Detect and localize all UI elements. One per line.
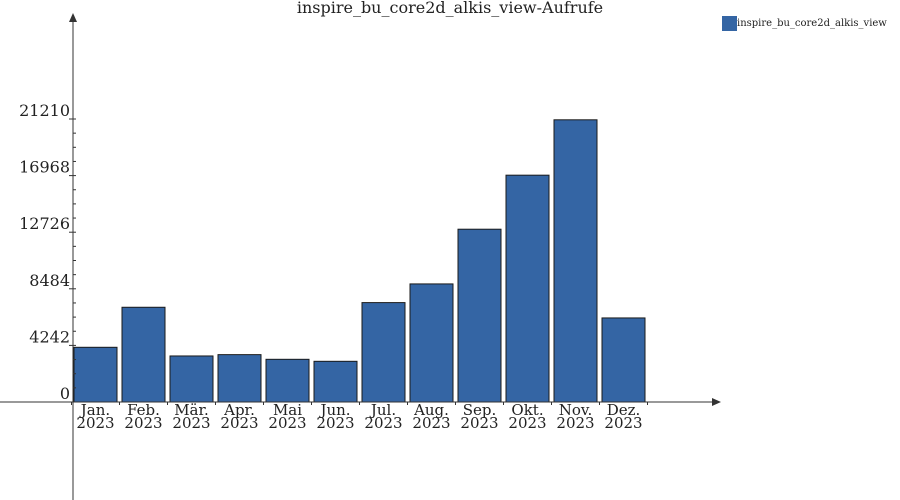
x-tick-label: Okt. 2023 xyxy=(508,401,546,432)
bar-jan xyxy=(73,346,118,403)
bar-dez xyxy=(601,317,646,403)
bar-okt xyxy=(505,174,550,403)
x-tick-label: Jul. 2023 xyxy=(364,401,402,432)
x-tick-label: Jun. 2023 xyxy=(316,401,354,432)
y-axis-ticks: 0 4242 8484 12726 16968 21210 xyxy=(19,101,73,403)
x-tick-label: Mär. 2023 xyxy=(172,401,210,432)
bars xyxy=(73,119,646,403)
x-tick-label: Nov. 2023 xyxy=(556,401,594,432)
y-tick-label: 12726 xyxy=(19,214,70,233)
y-axis-arrow xyxy=(69,13,77,22)
y-tick-label: 0 xyxy=(60,384,70,403)
x-tick-label: Apr. 2023 xyxy=(220,401,258,432)
y-tick-label: 8484 xyxy=(29,271,70,290)
axes xyxy=(0,13,721,500)
bar-sep xyxy=(457,228,502,403)
x-tick-label: Mai 2023 xyxy=(268,401,306,432)
x-tick-label: Sep. 2023 xyxy=(460,401,498,432)
legend: inspire_bu_core2d_alkis_view xyxy=(722,16,887,31)
bar-aug xyxy=(409,283,454,403)
bar-jun xyxy=(313,360,358,403)
x-tick-label: Aug. 2023 xyxy=(412,401,450,432)
y-tick-label: 21210 xyxy=(19,101,70,120)
x-axis-arrow xyxy=(712,398,721,406)
x-axis-labels: Jan. 2023 Feb. 2023 Mär. 2023 Apr. 2023 Mai 2023 J… xyxy=(76,401,642,432)
x-tick-label: Dez. 2023 xyxy=(604,401,642,432)
bar-feb xyxy=(121,306,166,403)
x-tick-label: Feb. 2023 xyxy=(124,401,162,432)
chart-title: inspire_bu_core2d_alkis_view-Aufrufe xyxy=(297,0,603,17)
bar-nov xyxy=(553,119,598,403)
y-tick-label: 16968 xyxy=(19,158,70,177)
bar-mr xyxy=(169,355,214,403)
bar-mai xyxy=(265,358,310,403)
y-tick-label: 4242 xyxy=(29,327,70,346)
x-tick-label: Jan. 2023 xyxy=(76,401,114,432)
bar-jul xyxy=(361,302,406,403)
bar-apr xyxy=(217,354,262,403)
legend-label: inspire_bu_core2d_alkis_view xyxy=(737,18,887,29)
legend-swatch xyxy=(722,16,737,31)
